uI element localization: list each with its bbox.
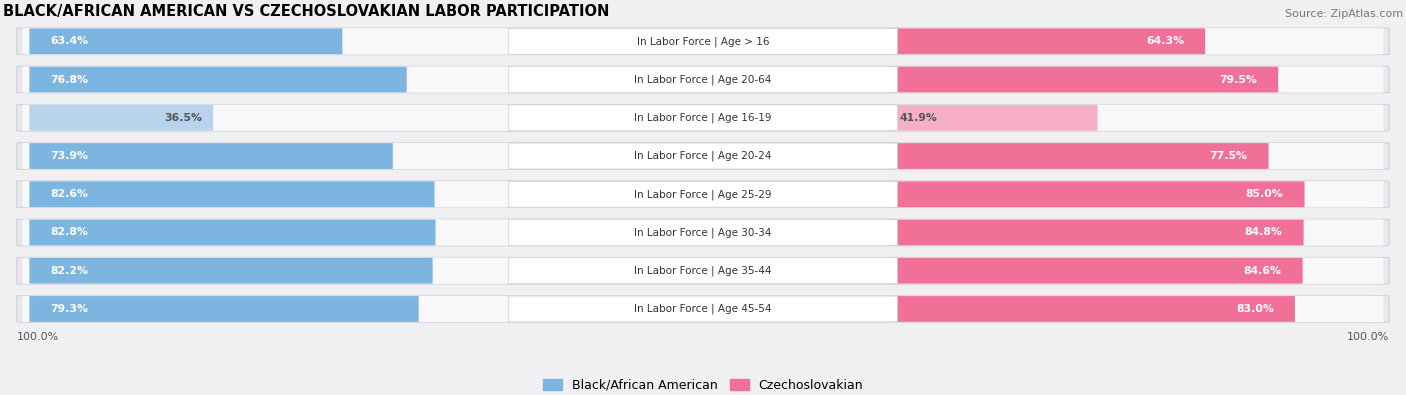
FancyBboxPatch shape <box>17 104 1389 131</box>
FancyBboxPatch shape <box>509 105 897 131</box>
FancyBboxPatch shape <box>30 105 214 131</box>
FancyBboxPatch shape <box>887 258 1302 284</box>
FancyBboxPatch shape <box>30 143 392 169</box>
Text: 77.5%: 77.5% <box>1209 151 1247 161</box>
Text: 79.5%: 79.5% <box>1219 75 1257 85</box>
FancyBboxPatch shape <box>22 181 1384 207</box>
FancyBboxPatch shape <box>17 143 1389 169</box>
FancyBboxPatch shape <box>22 258 1384 284</box>
FancyBboxPatch shape <box>22 66 1384 93</box>
Text: 82.6%: 82.6% <box>51 189 89 199</box>
FancyBboxPatch shape <box>887 105 1098 131</box>
Text: Source: ZipAtlas.com: Source: ZipAtlas.com <box>1285 9 1403 19</box>
Text: 79.3%: 79.3% <box>51 304 89 314</box>
Text: In Labor Force | Age 25-29: In Labor Force | Age 25-29 <box>634 189 772 199</box>
Text: In Labor Force | Age > 16: In Labor Force | Age > 16 <box>637 36 769 47</box>
Text: BLACK/AFRICAN AMERICAN VS CZECHOSLOVAKIAN LABOR PARTICIPATION: BLACK/AFRICAN AMERICAN VS CZECHOSLOVAKIA… <box>3 4 609 19</box>
Text: In Labor Force | Age 20-24: In Labor Force | Age 20-24 <box>634 151 772 161</box>
FancyBboxPatch shape <box>509 67 897 92</box>
FancyBboxPatch shape <box>509 296 897 322</box>
FancyBboxPatch shape <box>17 66 1389 93</box>
FancyBboxPatch shape <box>887 181 1305 207</box>
FancyBboxPatch shape <box>17 219 1389 246</box>
FancyBboxPatch shape <box>30 220 436 245</box>
FancyBboxPatch shape <box>30 67 406 92</box>
Text: 76.8%: 76.8% <box>51 75 89 85</box>
Text: 100.0%: 100.0% <box>17 332 59 342</box>
FancyBboxPatch shape <box>887 220 1303 245</box>
FancyBboxPatch shape <box>30 296 419 322</box>
Legend: Black/African American, Czechoslovakian: Black/African American, Czechoslovakian <box>538 374 868 395</box>
Text: 73.9%: 73.9% <box>51 151 89 161</box>
Text: 82.8%: 82.8% <box>51 228 89 237</box>
FancyBboxPatch shape <box>22 296 1384 322</box>
Text: 41.9%: 41.9% <box>898 113 936 123</box>
FancyBboxPatch shape <box>30 181 434 207</box>
FancyBboxPatch shape <box>17 258 1389 284</box>
FancyBboxPatch shape <box>17 295 1389 322</box>
Text: 63.4%: 63.4% <box>51 36 89 46</box>
Text: 85.0%: 85.0% <box>1246 189 1284 199</box>
Text: 84.8%: 84.8% <box>1244 228 1282 237</box>
FancyBboxPatch shape <box>887 67 1278 92</box>
FancyBboxPatch shape <box>22 28 1384 55</box>
FancyBboxPatch shape <box>17 181 1389 207</box>
Text: 64.3%: 64.3% <box>1146 36 1184 46</box>
FancyBboxPatch shape <box>30 28 342 54</box>
FancyBboxPatch shape <box>509 181 897 207</box>
Text: 36.5%: 36.5% <box>165 113 202 123</box>
Text: In Labor Force | Age 45-54: In Labor Force | Age 45-54 <box>634 304 772 314</box>
Text: In Labor Force | Age 35-44: In Labor Force | Age 35-44 <box>634 265 772 276</box>
FancyBboxPatch shape <box>887 296 1295 322</box>
FancyBboxPatch shape <box>17 28 1389 55</box>
FancyBboxPatch shape <box>22 143 1384 169</box>
FancyBboxPatch shape <box>509 220 897 245</box>
FancyBboxPatch shape <box>887 143 1268 169</box>
FancyBboxPatch shape <box>22 105 1384 131</box>
Text: In Labor Force | Age 20-64: In Labor Force | Age 20-64 <box>634 74 772 85</box>
FancyBboxPatch shape <box>509 258 897 284</box>
FancyBboxPatch shape <box>509 143 897 169</box>
Text: In Labor Force | Age 16-19: In Labor Force | Age 16-19 <box>634 113 772 123</box>
Text: 84.6%: 84.6% <box>1244 266 1282 276</box>
FancyBboxPatch shape <box>509 28 897 54</box>
FancyBboxPatch shape <box>22 219 1384 246</box>
FancyBboxPatch shape <box>30 258 433 284</box>
Text: 100.0%: 100.0% <box>1347 332 1389 342</box>
Text: In Labor Force | Age 30-34: In Labor Force | Age 30-34 <box>634 227 772 238</box>
Text: 82.2%: 82.2% <box>51 266 89 276</box>
Text: 83.0%: 83.0% <box>1236 304 1274 314</box>
FancyBboxPatch shape <box>887 28 1205 54</box>
